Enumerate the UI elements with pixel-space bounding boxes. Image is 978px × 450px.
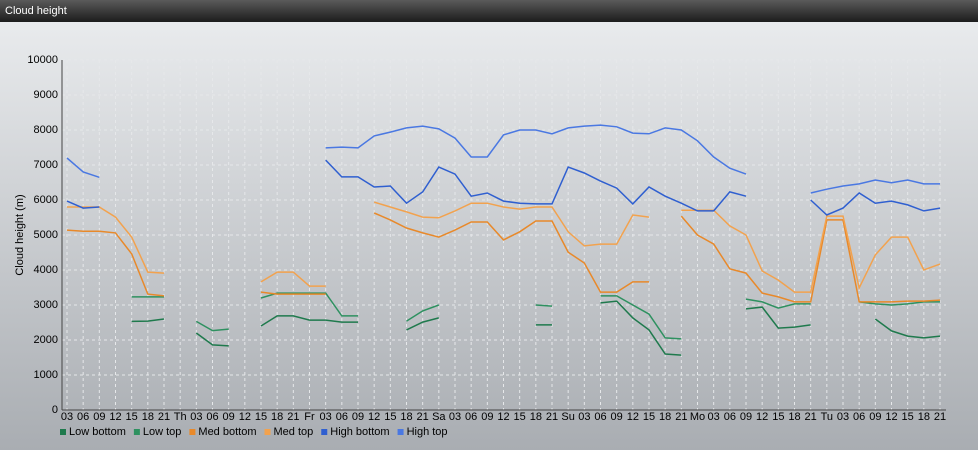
y-tick-label: 10000 <box>27 54 58 66</box>
x-tick-label: 15 <box>772 411 784 423</box>
x-tick-label: 12 <box>627 411 639 423</box>
x-tick-label: 15 <box>255 411 267 423</box>
x-tick-label: 06 <box>336 411 348 423</box>
x-tick-label: 09 <box>611 411 623 423</box>
x-tick-label: 21 <box>546 411 558 423</box>
series-line <box>67 201 941 293</box>
x-tick-label: 06 <box>724 411 736 423</box>
x-tick-label: 21 <box>417 411 429 423</box>
series-line <box>66 159 941 216</box>
series-line <box>131 292 940 340</box>
legend-label: Med top <box>274 426 314 438</box>
x-tick-label: 21 <box>287 411 299 423</box>
y-tick-label: 4000 <box>34 264 58 276</box>
x-tick-label: 18 <box>788 411 800 423</box>
x-tick-label: 21 <box>805 411 817 423</box>
x-tick-label: 09 <box>869 411 881 423</box>
legend-swatch <box>60 429 66 435</box>
legend-label: Low bottom <box>69 426 126 438</box>
x-tick-label: 06 <box>465 411 477 423</box>
x-tick-label: 09 <box>740 411 752 423</box>
legend-swatch <box>264 429 271 435</box>
y-tick-label: 6000 <box>34 194 58 206</box>
legend-swatch <box>133 429 140 435</box>
x-tick-label: 06 <box>206 411 218 423</box>
x-tick-label: 15 <box>514 411 526 423</box>
legend-label: High bottom <box>330 426 389 438</box>
x-tick-label: Tu <box>821 411 833 423</box>
legend-swatch <box>397 429 404 435</box>
y-tick-label: 9000 <box>34 89 58 101</box>
y-tick-label: 8000 <box>34 124 58 136</box>
x-tick-label: 18 <box>659 411 671 423</box>
legend-label: High top <box>407 426 448 438</box>
x-tick-label: 03 <box>449 411 461 423</box>
y-tick-label: 5000 <box>34 229 58 241</box>
x-tick-label: 15 <box>902 411 914 423</box>
x-tick-label: 12 <box>239 411 251 423</box>
x-tick-label: 12 <box>756 411 768 423</box>
series-line <box>66 212 941 303</box>
x-tick-label: 15 <box>643 411 655 423</box>
y-tick-label: 0 <box>52 404 58 416</box>
x-tick-label: 06 <box>77 411 89 423</box>
x-tick-label: 09 <box>481 411 493 423</box>
y-tick-label: 1000 <box>34 369 58 381</box>
x-tick-label: Mo <box>690 411 705 423</box>
legend-swatch <box>189 429 196 435</box>
x-tick-label: 21 <box>158 411 170 423</box>
y-tick-label: 3000 <box>34 299 58 311</box>
x-tick-label: 09 <box>93 411 105 423</box>
x-tick-label: 12 <box>368 411 380 423</box>
x-tick-label: 03 <box>708 411 720 423</box>
y-tick-label: 7000 <box>34 159 58 171</box>
y-tick-label: 2000 <box>34 334 58 346</box>
legend-swatch <box>321 429 328 435</box>
x-tick-label: 03 <box>320 411 332 423</box>
x-tick-label: 03 <box>61 411 73 423</box>
x-tick-label: 12 <box>885 411 897 423</box>
x-tick-label: 15 <box>384 411 396 423</box>
x-tick-label: 06 <box>594 411 606 423</box>
x-tick-label: 03 <box>837 411 849 423</box>
x-tick-label: 21 <box>934 411 946 423</box>
x-tick-label: 21 <box>675 411 687 423</box>
x-tick-label: 18 <box>918 411 930 423</box>
x-tick-label: 09 <box>223 411 235 423</box>
chart-title: Cloud height <box>5 5 67 17</box>
x-tick-label: 09 <box>352 411 364 423</box>
x-tick-label: 18 <box>271 411 283 423</box>
series-line <box>66 124 940 194</box>
x-tick-label: 18 <box>400 411 412 423</box>
x-tick-label: 06 <box>853 411 865 423</box>
x-tick-label: 03 <box>578 411 590 423</box>
x-tick-label: Fr <box>304 411 315 423</box>
x-tick-label: 12 <box>497 411 509 423</box>
y-axis-title: Cloud height (m) <box>14 194 26 275</box>
x-tick-label: 18 <box>142 411 154 423</box>
x-tick-label: Su <box>561 411 574 423</box>
legend-label: Med bottom <box>198 426 256 438</box>
x-tick-label: 15 <box>126 411 138 423</box>
title-bar <box>0 0 978 22</box>
legend-label: Low top <box>143 426 182 438</box>
x-tick-label: Th <box>174 411 187 423</box>
x-tick-label: Sa <box>432 411 446 423</box>
x-tick-label: 03 <box>190 411 202 423</box>
x-tick-label: 18 <box>530 411 542 423</box>
x-tick-label: 12 <box>109 411 121 423</box>
series-line <box>131 300 941 356</box>
